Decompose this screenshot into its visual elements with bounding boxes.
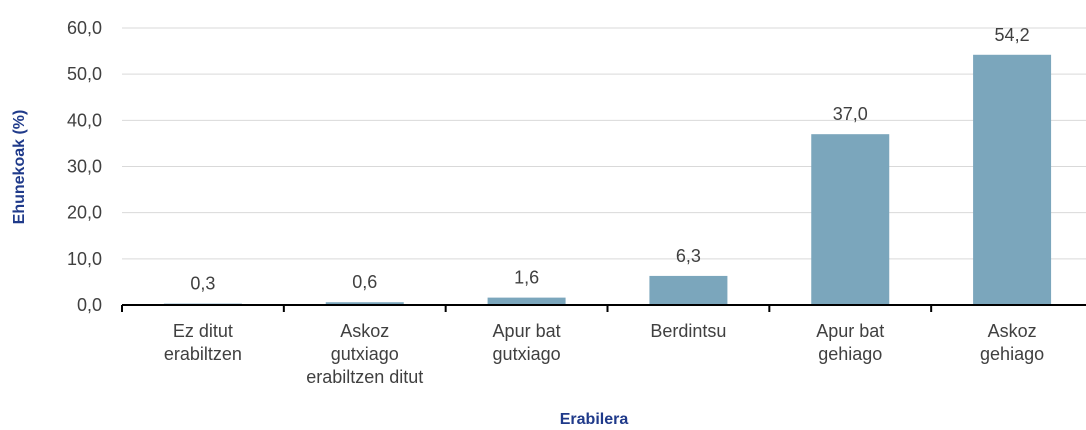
x-tick-label-line: gehiago [980, 344, 1044, 364]
value-label: 37,0 [833, 104, 868, 124]
x-tick-label: Ez ditut erabiltzen [164, 321, 242, 364]
y-tick-label: 0,0 [77, 295, 102, 315]
value-label: 54,2 [995, 25, 1030, 45]
y-tick-label: 10,0 [67, 249, 102, 269]
y-tick-label: 30,0 [67, 157, 102, 177]
bar [325, 302, 404, 305]
x-tick-label: Askoz gehiago [980, 321, 1044, 364]
value-label: 1,6 [514, 268, 539, 288]
x-tick-label: Askoz gutxiago erabiltzen ditut [306, 321, 423, 387]
x-tick-label-line: gutxiago [493, 344, 561, 364]
value-label: 0,6 [352, 272, 377, 292]
x-tick-label-line: Ez ditut [173, 321, 233, 341]
value-label: 0,3 [190, 274, 215, 294]
y-axis-title: Ehunekoak (%) [11, 110, 28, 225]
x-tick-label: Apur bat gehiago [816, 321, 884, 364]
value-label: 6,3 [676, 246, 701, 266]
x-tick-label-line: erabiltzen [164, 344, 242, 364]
x-tick-label-line: Askoz [340, 321, 389, 341]
x-tick-label-line: Berdintsu [650, 321, 726, 341]
x-tick-label: Apur bat gutxiago [493, 321, 561, 364]
bar [649, 275, 728, 305]
y-tick-label: 60,0 [67, 18, 102, 38]
x-tick-label-line: gehiago [818, 344, 882, 364]
bar [487, 297, 566, 305]
y-tick-label: 20,0 [67, 203, 102, 223]
bar [973, 54, 1052, 305]
x-tick-label: Berdintsu [650, 321, 726, 341]
x-tick-label-line: Askoz [988, 321, 1037, 341]
x-tick-label-line: Apur bat [816, 321, 884, 341]
y-tick-label: 40,0 [67, 110, 102, 130]
x-axis-title: Erabilera [560, 411, 629, 428]
x-tick-label-line: erabiltzen ditut [306, 367, 423, 387]
y-tick-label: 50,0 [67, 64, 102, 84]
x-tick-label-line: gutxiago [331, 344, 399, 364]
bar [811, 134, 890, 305]
x-tick-label-line: Apur bat [493, 321, 561, 341]
